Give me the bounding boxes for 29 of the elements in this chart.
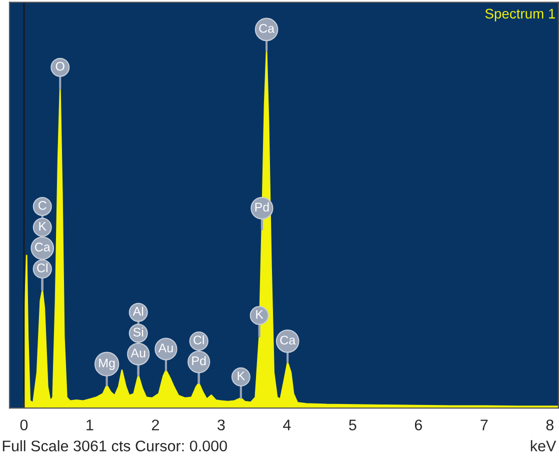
annotation: Au [130,348,146,358]
annotation: Ca [280,336,296,345]
x-tick-label: 7 [480,420,488,430]
annotation: Au [158,344,173,352]
chart-title: Spectrum 1 [485,8,556,22]
annotation: K [238,372,245,380]
x-axis-title: keV [530,440,556,452]
annotation: Mg [99,358,115,370]
x-tick-label: 6 [414,420,422,430]
x-tick-label: 0 [20,420,28,430]
x-tick-label: 8 [546,420,554,430]
annotation: Al [132,306,144,316]
x-tick-label: 3 [218,420,225,430]
x-tick-label: 4 [283,420,291,430]
x-tick-label: 5 [349,420,356,430]
annotation: C [38,200,46,210]
text: Full Scale 3061 cts Cursor: 0.000 [2,440,227,452]
annotation: Pd [192,356,206,366]
annotation: K [256,310,264,319]
annotation: Ca [259,24,275,33]
x-tick-label: 1 [86,420,94,430]
annotation: O [56,62,64,71]
x-tick-label: 2 [152,420,159,430]
annotation: Cl [194,335,204,344]
annotation: Cl [37,263,48,272]
annotation: Ca [35,242,50,252]
annotation: Pd [255,202,269,212]
annotation: Si [133,327,144,337]
annotation: K [39,222,46,231]
